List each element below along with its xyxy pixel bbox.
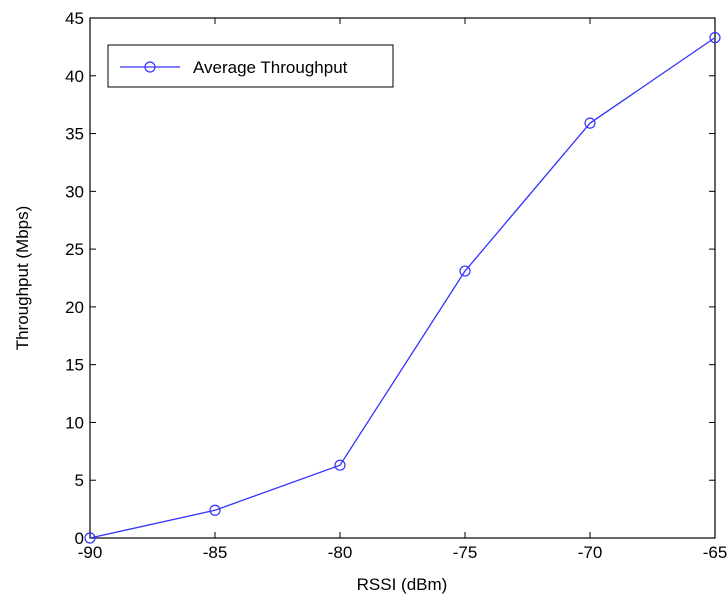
y-tick-label: 10 <box>65 413 84 432</box>
x-axis-label: RSSI (dBm) <box>357 575 448 594</box>
plot-area <box>89 17 716 539</box>
y-tick-label: 5 <box>75 471 84 490</box>
series-line <box>89 37 716 539</box>
y-tick-label: 40 <box>65 67 84 86</box>
data-point <box>209 504 221 516</box>
y-tick-label: 45 <box>65 9 84 28</box>
x-tick-label: -80 <box>328 543 353 562</box>
y-tick-label: 30 <box>65 182 84 201</box>
x-tick-label: -85 <box>203 543 228 562</box>
legend-label: Average Throughput <box>193 58 348 77</box>
plot-frame <box>89 17 716 539</box>
series-layer <box>84 32 721 544</box>
y-tick-label: 20 <box>65 298 84 317</box>
x-tick-label: -75 <box>453 543 478 562</box>
y-tick-label: 35 <box>65 125 84 144</box>
x-tick-label: -90 <box>78 543 103 562</box>
y-axis-label: Throughput (Mbps) <box>13 206 32 351</box>
data-point <box>84 532 96 544</box>
x-tick-label: -65 <box>703 543 727 562</box>
y-tick-label: 15 <box>65 356 84 375</box>
y-tick-label: 0 <box>75 529 84 548</box>
y-tick-label: 25 <box>65 240 84 259</box>
x-tick-label: -70 <box>578 543 603 562</box>
data-point <box>459 265 471 277</box>
legend: Average Throughput <box>107 44 394 88</box>
data-point <box>709 32 721 44</box>
x-axis-ticks: -90 -85 -80 -75 -70 -65 <box>78 18 727 562</box>
legend-circle-marker <box>144 61 156 73</box>
data-point <box>334 459 346 471</box>
data-point <box>584 117 596 129</box>
